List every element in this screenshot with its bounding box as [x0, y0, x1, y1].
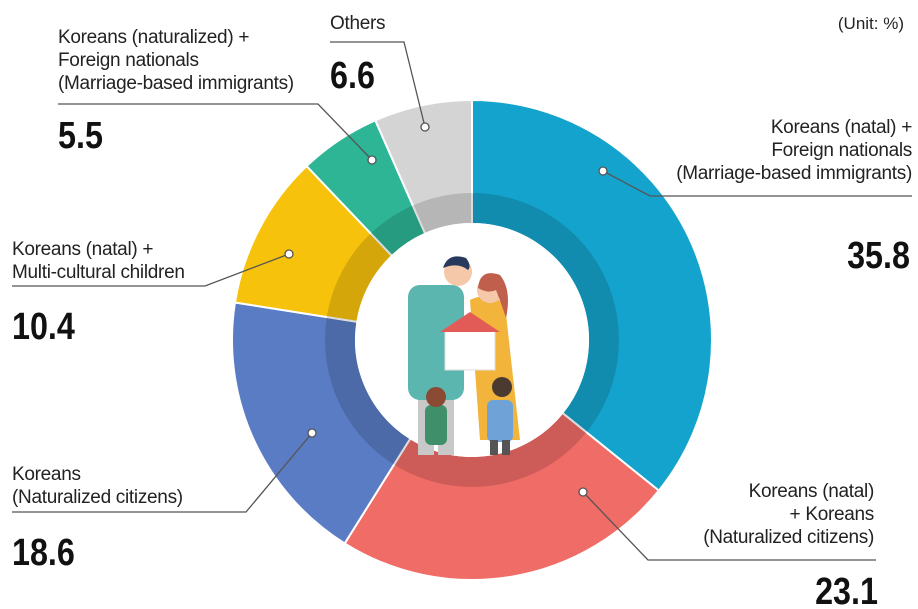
illustration-part — [444, 329, 496, 371]
leader-line — [582, 491, 876, 561]
unit-label: (Unit: %) — [837, 14, 904, 33]
value-label: 10.4 — [12, 306, 75, 348]
illustration-part — [408, 285, 464, 400]
leader-dot — [578, 487, 588, 497]
inner-shade — [325, 193, 619, 487]
category-label: Koreans (Naturalized citizens) — [12, 464, 183, 508]
leader-dot — [284, 249, 294, 259]
value-label: 18.6 — [12, 532, 75, 574]
leader-line — [12, 253, 290, 287]
category-label: Koreans (natal) + Foreign nationals (Mar… — [676, 117, 912, 184]
leader-line — [330, 41, 426, 128]
illustration-part — [426, 387, 446, 407]
value-label: 5.5 — [58, 115, 103, 157]
category-label: Koreans (natal) + Koreans (Naturalized c… — [703, 481, 874, 548]
value-label: 6.6 — [330, 55, 375, 97]
illustration-part — [425, 405, 447, 445]
leader-dot — [307, 428, 317, 438]
value-label: 35.8 — [847, 235, 910, 277]
illustration-part — [502, 440, 510, 455]
category-label: Others — [330, 13, 386, 34]
illustration-part — [478, 273, 508, 318]
leader-dot — [420, 122, 430, 132]
leader-dot — [367, 155, 377, 165]
leader-line — [12, 432, 313, 513]
leader-line — [602, 170, 912, 197]
leader-line — [58, 103, 373, 161]
illustration-part — [487, 400, 513, 442]
category-label: Koreans (natal) + Multi-cultural childre… — [12, 239, 185, 283]
leader-dot — [598, 166, 608, 176]
illustration-part — [492, 377, 512, 397]
illustration-part — [490, 440, 498, 455]
category-label: Koreans (naturalized) + Foreign national… — [58, 27, 294, 94]
illustration-part — [443, 256, 470, 270]
illustration-part — [440, 312, 500, 332]
family-illustration — [408, 256, 520, 455]
value-label: 23.1 — [815, 571, 878, 609]
